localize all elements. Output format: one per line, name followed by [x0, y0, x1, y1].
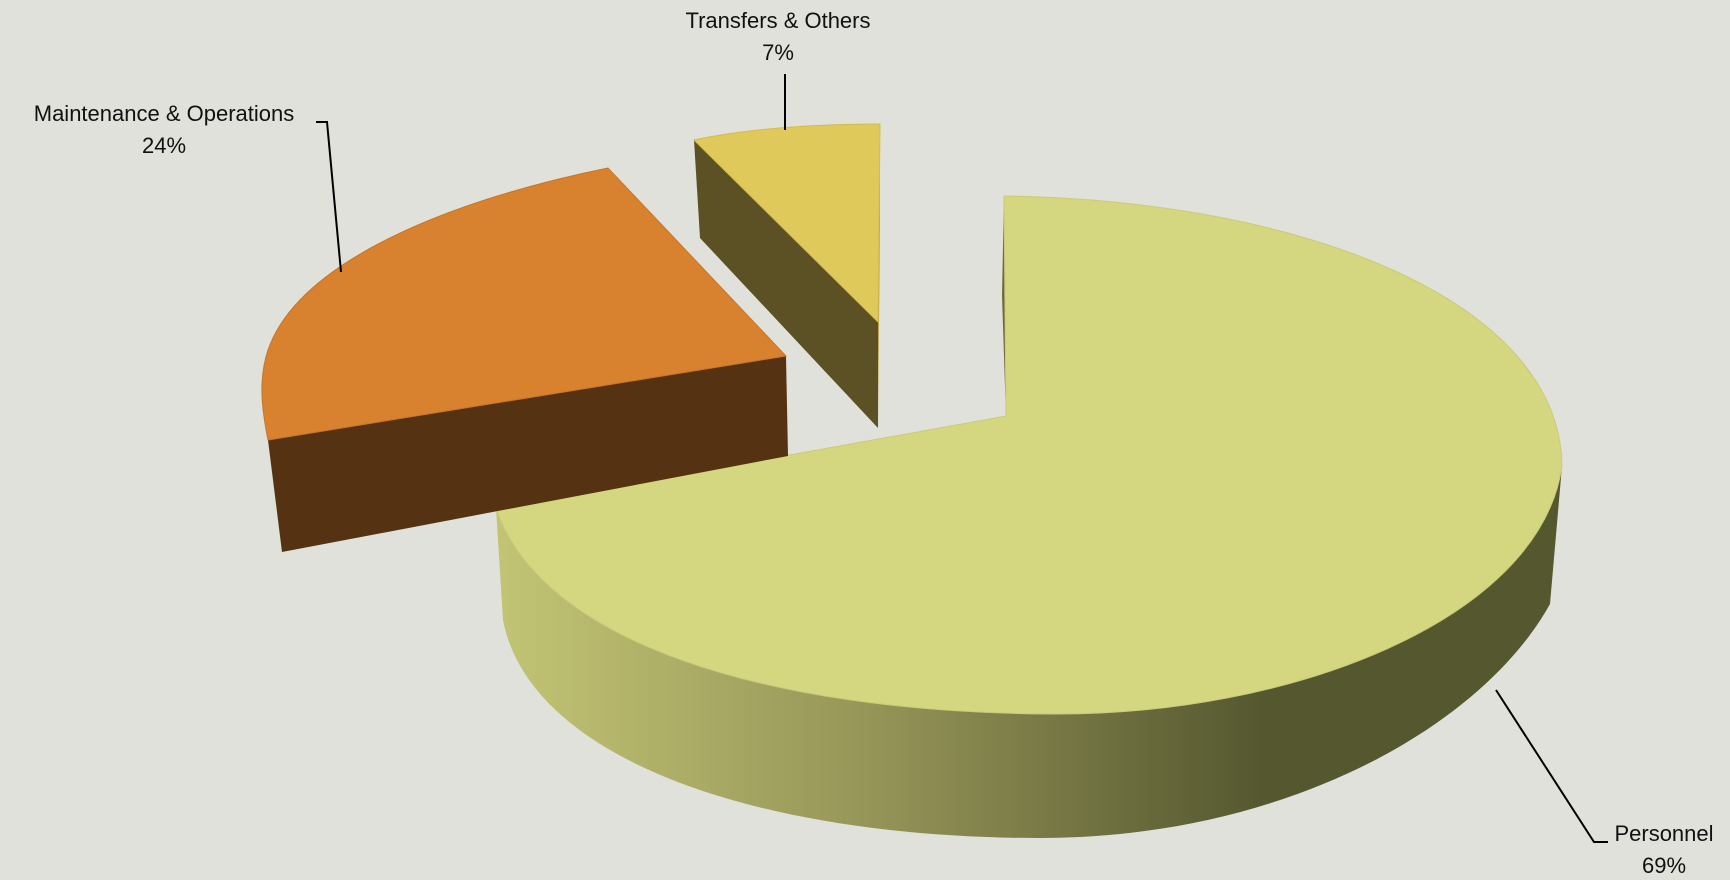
slice-transfers	[692, 123, 881, 428]
label-maintenance-name: Maintenance & Operations	[34, 101, 295, 126]
slice-maintenance-side-flat	[268, 356, 788, 552]
slice-transfers-top	[692, 123, 881, 324]
label-personnel-percent: 69%	[1642, 853, 1686, 878]
leader-line-maintenance	[316, 121, 342, 273]
label-transfers-percent: 7%	[762, 40, 794, 65]
slice-maintenance-top	[261, 167, 788, 441]
leader-line-personnel	[1495, 689, 1608, 843]
slice-transfers-side	[694, 140, 878, 428]
slice-personnel-side	[496, 466, 1562, 838]
label-transfers-name: Transfers & Others	[685, 8, 870, 33]
label-personnel-name: Personnel	[1614, 821, 1713, 846]
slice-personnel	[495, 195, 1563, 838]
slice-maintenance	[261, 167, 788, 552]
slice-personnel-top	[495, 195, 1563, 715]
label-maintenance-percent: 24%	[142, 133, 186, 158]
